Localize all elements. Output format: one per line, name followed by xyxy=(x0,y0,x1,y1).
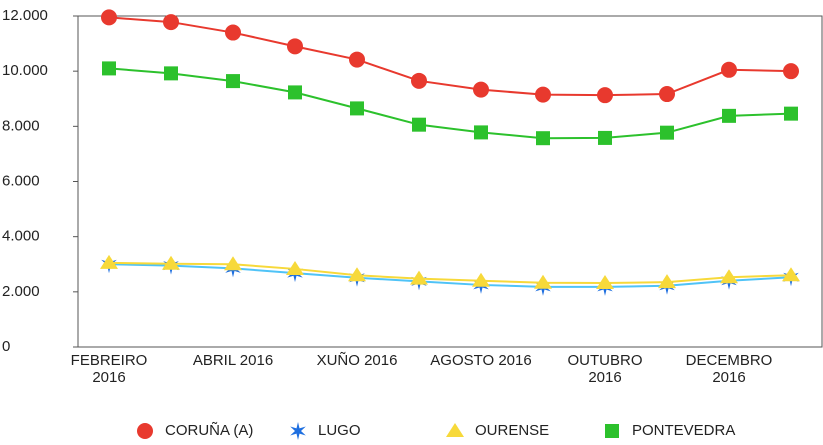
marker xyxy=(658,274,676,289)
marker xyxy=(472,272,490,287)
legend-marker xyxy=(290,422,306,440)
marker xyxy=(100,254,118,269)
marker xyxy=(412,117,426,132)
marker xyxy=(720,269,738,284)
series-line xyxy=(108,67,792,140)
marker xyxy=(162,255,180,270)
marker xyxy=(286,260,304,275)
legend-marker xyxy=(605,424,619,438)
x-tick-label: AGOSTO 2016 xyxy=(430,352,532,369)
marker xyxy=(721,61,737,78)
legend-label: CORUÑA (A) xyxy=(165,422,253,439)
marker xyxy=(474,125,488,140)
y-tick-label: 4.000 xyxy=(2,228,40,245)
y-tick-label: 8.000 xyxy=(2,117,40,134)
x-tick-label: FEBREIRO 2016 xyxy=(70,352,148,386)
marker xyxy=(348,267,366,282)
marker xyxy=(411,72,427,89)
y-tick-label: 12.000 xyxy=(2,7,48,24)
marker xyxy=(597,87,613,104)
marker xyxy=(164,66,178,81)
legend-marker xyxy=(446,423,464,437)
marker xyxy=(473,81,489,98)
legend-label: OURENSE xyxy=(475,422,549,439)
marker xyxy=(784,106,798,121)
marker xyxy=(288,85,302,100)
x-tick-label: ABRIL 2016 xyxy=(192,352,274,369)
marker xyxy=(783,63,799,80)
series-line xyxy=(108,261,792,285)
marker xyxy=(350,101,364,116)
marker xyxy=(660,125,674,140)
y-tick-label: 0 xyxy=(2,338,10,355)
y-tick-label: 2.000 xyxy=(2,283,40,300)
marker xyxy=(722,108,736,123)
marker xyxy=(535,86,551,103)
marker xyxy=(287,38,303,55)
legend-label: LUGO xyxy=(318,422,361,439)
x-tick-label: OUTUBRO 2016 xyxy=(567,352,643,386)
marker xyxy=(163,14,179,31)
marker xyxy=(534,274,552,289)
x-tick-label: XUÑO 2016 xyxy=(316,352,398,369)
marker xyxy=(224,256,242,271)
x-tick-label: DECEMBRO 2016 xyxy=(685,352,773,386)
marker xyxy=(782,267,800,282)
series-line xyxy=(108,263,792,288)
plot-frame xyxy=(77,15,823,348)
marker xyxy=(598,130,612,145)
legend-marker xyxy=(137,423,153,439)
marker xyxy=(410,270,428,285)
marker xyxy=(226,74,240,89)
y-tick-label: 10.000 xyxy=(2,62,48,79)
y-tick-label: 6.000 xyxy=(2,172,40,189)
marker xyxy=(102,61,116,76)
marker xyxy=(536,131,550,146)
marker xyxy=(596,275,614,290)
marker xyxy=(225,24,241,41)
marker xyxy=(101,9,117,26)
marker xyxy=(659,86,675,103)
marker xyxy=(349,51,365,68)
legend-label: PONTEVEDRA xyxy=(632,422,735,439)
series-line xyxy=(108,16,792,97)
